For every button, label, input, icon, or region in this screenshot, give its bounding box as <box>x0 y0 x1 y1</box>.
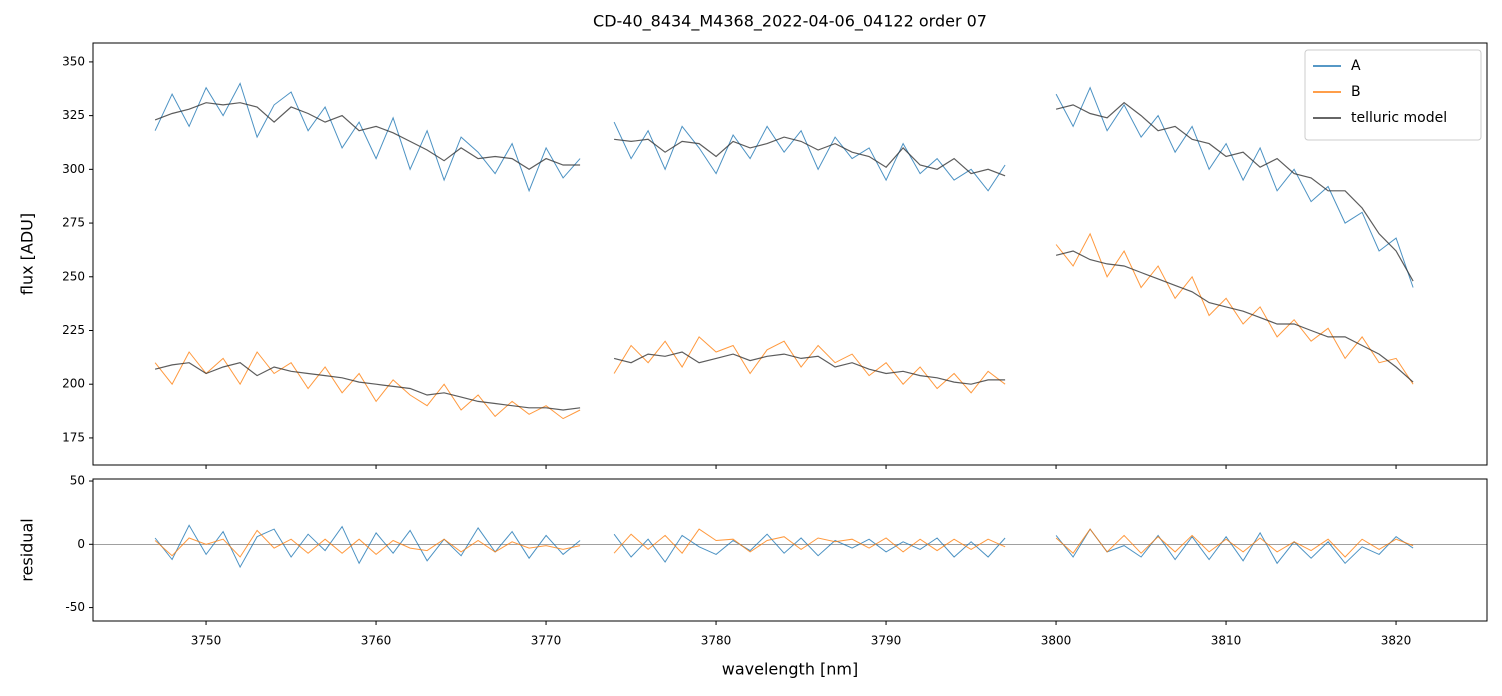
x-tick-label: 3750 <box>191 634 222 648</box>
y-tick-label: 250 <box>62 269 85 283</box>
y-tick-label: -50 <box>65 600 85 614</box>
legend-label: A <box>1351 58 1361 74</box>
series-line <box>154 82 1414 288</box>
y-tick-label: 0 <box>77 537 85 551</box>
y-tick-label: 175 <box>62 430 85 444</box>
x-tick-label: 3820 <box>1381 634 1412 648</box>
x-tick-label: 3810 <box>1211 634 1242 648</box>
legend-label: B <box>1351 84 1361 100</box>
x-tick-label: 3760 <box>361 634 392 648</box>
y-axis-label: residual <box>18 518 37 581</box>
plot-frame <box>92 478 1488 622</box>
y-tick-label: 50 <box>70 474 85 488</box>
series-line <box>154 250 1414 411</box>
y-axis-label: flux [ADU] <box>18 213 37 295</box>
legend-box <box>1304 49 1482 141</box>
series-line <box>154 101 1414 282</box>
x-tick-label: 3780 <box>701 634 732 648</box>
y-tick-label: 225 <box>62 323 85 337</box>
legend-label: telluric model <box>1351 110 1447 126</box>
x-axis-label: wavelength [nm] <box>722 660 859 679</box>
x-tick-label: 3770 <box>531 634 562 648</box>
y-tick-label: 200 <box>62 377 85 391</box>
x-tick-label: 3790 <box>871 634 902 648</box>
y-tick-label: 275 <box>62 216 85 230</box>
series-line <box>154 524 1414 569</box>
x-tick-label: 3800 <box>1041 634 1072 648</box>
y-tick-label: 350 <box>62 54 85 68</box>
series-line <box>154 232 1414 420</box>
y-tick-label: 325 <box>62 108 85 122</box>
y-tick-label: 300 <box>62 162 85 176</box>
plot-frame <box>92 42 1488 466</box>
chart-title: CD-40_8434_M4368_2022-04-06_04122 order … <box>593 12 987 32</box>
series-line <box>154 528 1414 558</box>
